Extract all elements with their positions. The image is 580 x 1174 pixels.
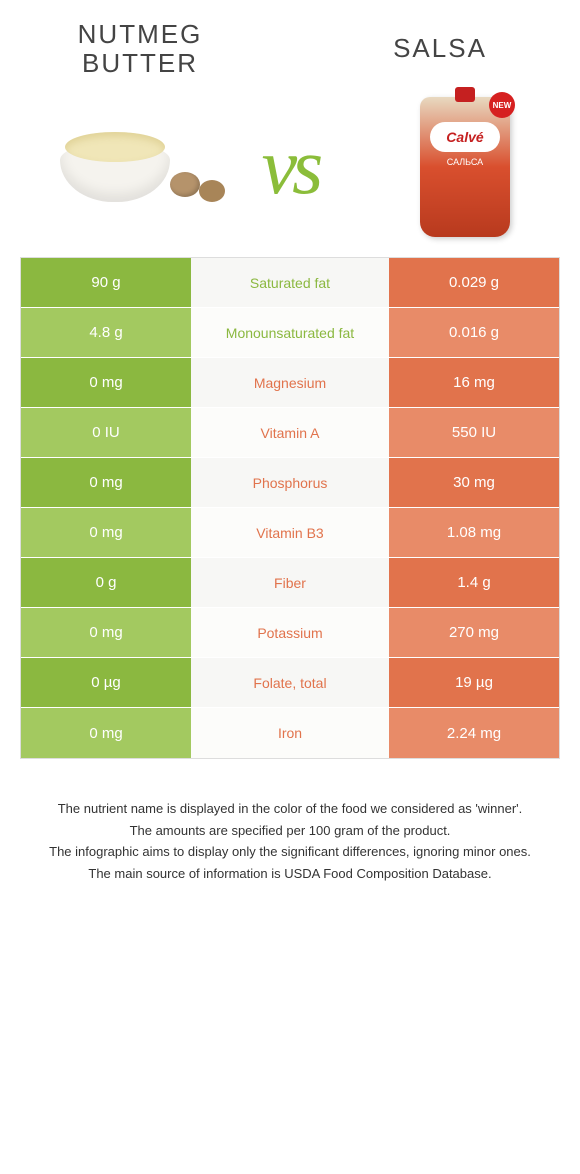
footer-line: The infographic aims to display only the…: [30, 842, 550, 862]
table-row: 0 IUVitamin A550 IU: [21, 408, 559, 458]
table-row: 4.8 gMonounsaturated fat0.016 g: [21, 308, 559, 358]
left-value: 0 mg: [21, 508, 191, 557]
right-value: 1.08 mg: [389, 508, 559, 557]
nutrient-label: Magnesium: [191, 358, 389, 407]
right-food-title: Salsa: [340, 34, 540, 63]
left-food-title: Nutmeg butter: [40, 20, 240, 77]
left-value: 90 g: [21, 258, 191, 307]
brand-label: Calvé: [430, 122, 500, 152]
header: Nutmeg butter Salsa: [0, 0, 580, 87]
right-value: 0.016 g: [389, 308, 559, 357]
footer-notes: The nutrient name is displayed in the co…: [0, 759, 580, 925]
nutrient-label: Vitamin B3: [191, 508, 389, 557]
footer-line: The nutrient name is displayed in the co…: [30, 799, 550, 819]
left-value: 0 IU: [21, 408, 191, 457]
footer-line: The main source of information is USDA F…: [30, 864, 550, 884]
right-value: 0.029 g: [389, 258, 559, 307]
left-value: 0 mg: [21, 458, 191, 507]
nutrient-label: Potassium: [191, 608, 389, 657]
table-row: 0 mgPhosphorus30 mg: [21, 458, 559, 508]
left-value: 0 mg: [21, 608, 191, 657]
nutrient-label: Folate, total: [191, 658, 389, 707]
salsa-image: NEW Calvé САЛЬСА: [390, 97, 540, 237]
right-value: 16 mg: [389, 358, 559, 407]
right-value: 30 mg: [389, 458, 559, 507]
right-value: 1.4 g: [389, 558, 559, 607]
table-row: 0 mgPotassium270 mg: [21, 608, 559, 658]
right-value: 2.24 mg: [389, 708, 559, 758]
nutrient-label: Saturated fat: [191, 258, 389, 307]
images-row: vs NEW Calvé САЛЬСА: [0, 87, 580, 257]
nutmeg-butter-image: [40, 97, 190, 237]
table-row: 0 µgFolate, total19 µg: [21, 658, 559, 708]
table-row: 90 gSaturated fat0.029 g: [21, 258, 559, 308]
left-value: 0 mg: [21, 708, 191, 758]
right-value: 270 mg: [389, 608, 559, 657]
footer-line: The amounts are specified per 100 gram o…: [30, 821, 550, 841]
left-value: 4.8 g: [21, 308, 191, 357]
nutrient-label: Fiber: [191, 558, 389, 607]
right-value: 550 IU: [389, 408, 559, 457]
nutrient-table: 90 gSaturated fat0.029 g4.8 gMonounsatur…: [20, 257, 560, 759]
left-value: 0 mg: [21, 358, 191, 407]
table-row: 0 mgIron2.24 mg: [21, 708, 559, 758]
nutrient-label: Monounsaturated fat: [191, 308, 389, 357]
nutrient-label: Iron: [191, 708, 389, 758]
nutrient-label: Vitamin A: [191, 408, 389, 457]
new-badge: NEW: [489, 92, 515, 118]
left-value: 0 µg: [21, 658, 191, 707]
table-row: 0 mgVitamin B31.08 mg: [21, 508, 559, 558]
pack-text: САЛЬСА: [420, 157, 510, 167]
left-value: 0 g: [21, 558, 191, 607]
nutrient-label: Phosphorus: [191, 458, 389, 507]
right-value: 19 µg: [389, 658, 559, 707]
table-row: 0 mgMagnesium16 mg: [21, 358, 559, 408]
vs-label: vs: [262, 122, 319, 213]
table-row: 0 gFiber1.4 g: [21, 558, 559, 608]
